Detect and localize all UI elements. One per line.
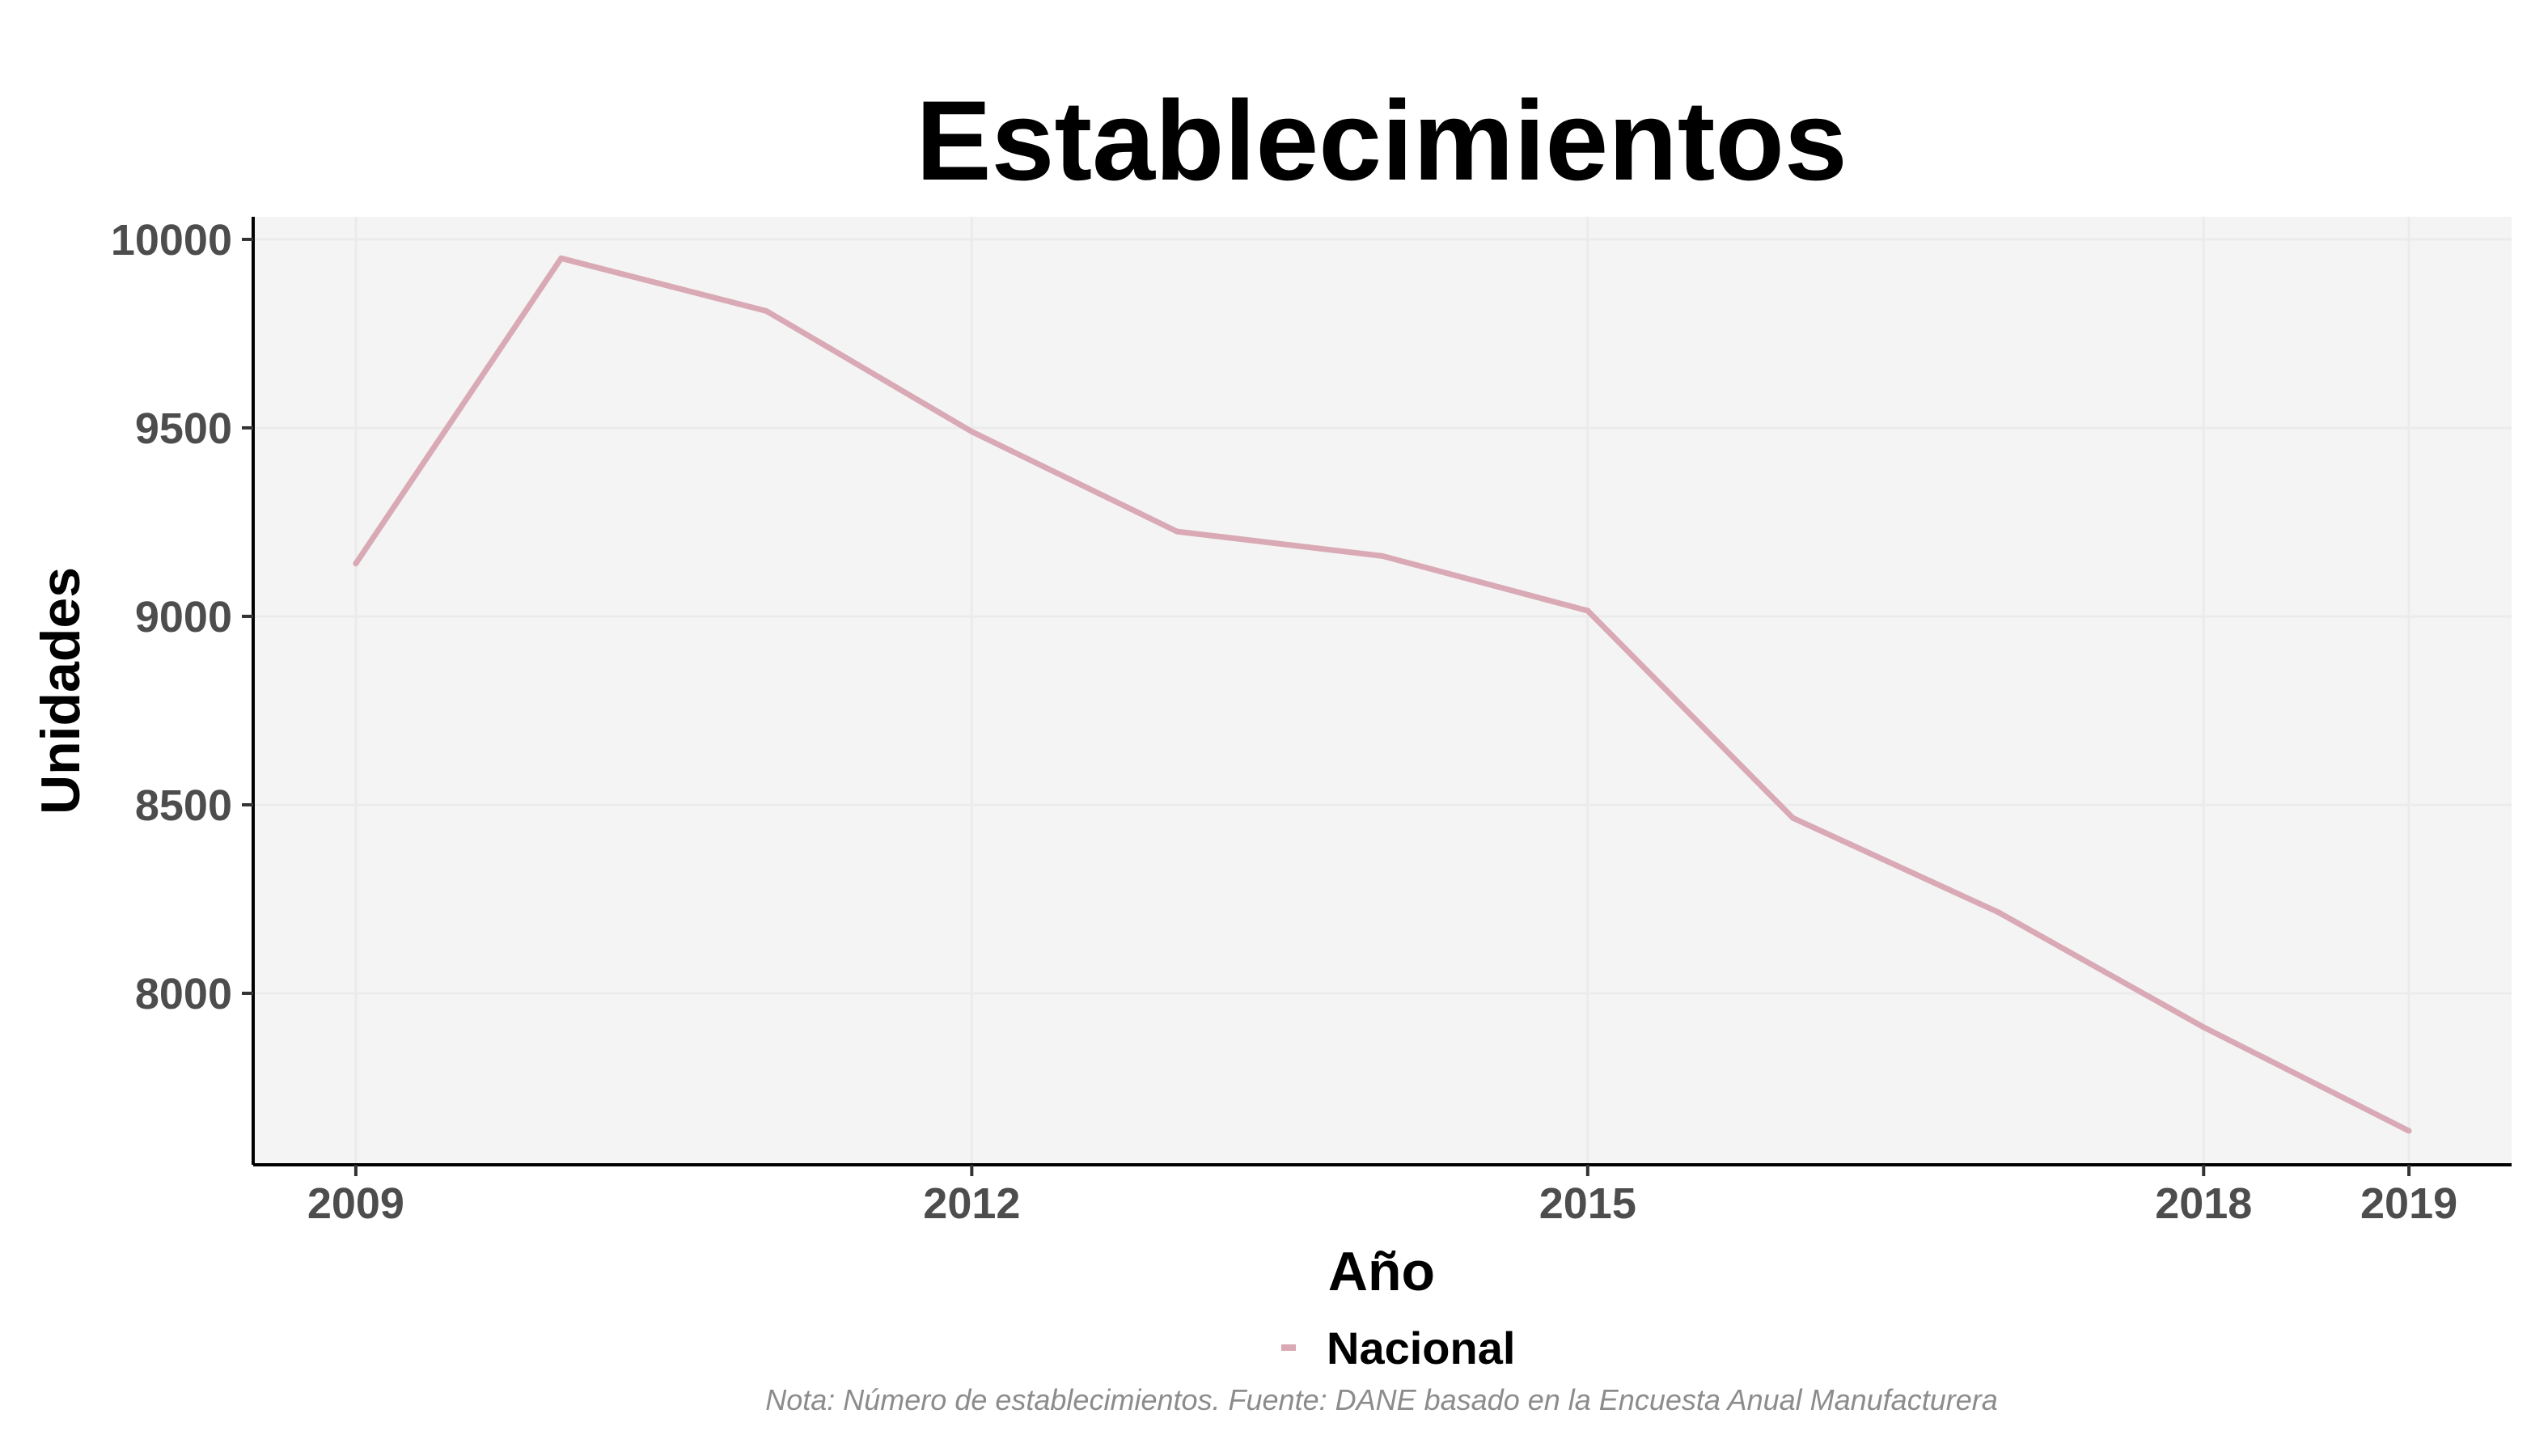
data-point xyxy=(2406,1128,2412,1134)
y-tick-label: 8000 xyxy=(135,970,232,1018)
x-axis-title: Año xyxy=(1328,1241,1435,1302)
x-tick-label: 2018 xyxy=(2155,1179,2252,1228)
data-point xyxy=(1379,552,1386,559)
data-point xyxy=(353,561,359,567)
x-tick-label: 2009 xyxy=(307,1179,404,1228)
y-tick-label: 10000 xyxy=(111,216,232,265)
y-tick-label: 9000 xyxy=(135,593,232,641)
data-point xyxy=(764,308,770,315)
data-point xyxy=(1995,909,2001,916)
data-point xyxy=(2200,1024,2207,1031)
y-tick-label: 8500 xyxy=(135,781,232,830)
x-axis-ticks: 2009 2012 2015 2018 2019 xyxy=(307,1165,2457,1228)
y-axis-ticks: 8000 8500 9000 9500 10000 xyxy=(111,216,253,1018)
data-point xyxy=(1790,815,1797,821)
series-layer xyxy=(353,255,2412,1134)
grid-lines xyxy=(253,217,2512,1165)
data-point xyxy=(1174,528,1180,535)
chart-title: Establecimientos xyxy=(916,77,1848,204)
legend-label-nacional: Nacional xyxy=(1327,1323,1515,1373)
data-point xyxy=(558,255,565,261)
chart-caption: Nota: Número de establecimientos. Fuente… xyxy=(765,1383,1998,1416)
legend: Nacional xyxy=(1281,1323,1515,1373)
x-tick-label: 2015 xyxy=(1539,1179,1636,1228)
y-tick-label: 9500 xyxy=(135,404,232,453)
x-tick-label: 2019 xyxy=(2360,1179,2457,1228)
data-point xyxy=(968,429,975,435)
x-tick-label: 2012 xyxy=(923,1179,1020,1228)
data-point xyxy=(1585,607,1591,614)
plot-panel xyxy=(253,217,2512,1165)
y-axis-title: Unidades xyxy=(30,567,91,815)
